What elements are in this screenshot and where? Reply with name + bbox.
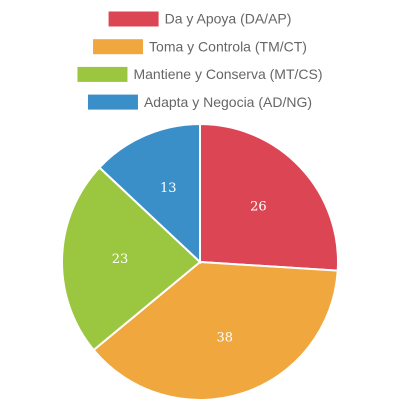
value-label: 23	[112, 252, 129, 267]
legend-label: Mantiene y Conserva (MT/CS)	[133, 66, 322, 82]
legend-swatch	[93, 39, 144, 55]
legend-label: Toma y Controla (TM/CT)	[149, 38, 307, 54]
value-label: 13	[160, 181, 177, 196]
legend-swatch	[108, 11, 159, 27]
legend-swatch	[87, 94, 138, 110]
pie-slice	[92, 260, 339, 401]
pie-slice	[199, 122, 339, 272]
pie-slice	[97, 122, 201, 265]
value-label: 38	[216, 331, 233, 346]
value-label: 26	[250, 200, 267, 215]
legend-label: Da y Apoya (DA/AP)	[165, 11, 292, 27]
legend-label: Adapta y Negocia (AD/NG)	[144, 94, 312, 110]
pie-slice	[61, 166, 202, 352]
legend-swatch	[77, 66, 128, 82]
